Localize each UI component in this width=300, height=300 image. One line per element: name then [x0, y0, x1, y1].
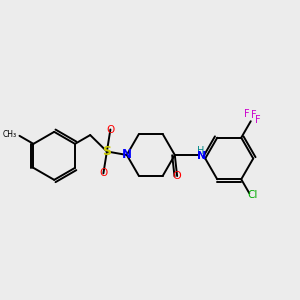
Text: F: F: [255, 115, 261, 125]
Text: S: S: [102, 145, 111, 158]
Text: Cl: Cl: [248, 190, 258, 200]
Text: O: O: [99, 168, 107, 178]
Text: N: N: [196, 151, 206, 160]
Text: O: O: [173, 171, 182, 181]
Text: F: F: [251, 110, 257, 120]
Text: N: N: [122, 148, 132, 161]
Text: H: H: [197, 146, 205, 157]
Text: O: O: [106, 124, 115, 134]
Text: F: F: [244, 109, 250, 119]
Text: CH₃: CH₃: [3, 130, 17, 139]
